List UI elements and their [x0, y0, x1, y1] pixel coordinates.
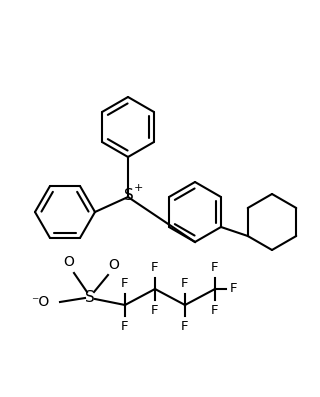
Text: S: S: [124, 189, 134, 204]
Text: F: F: [230, 283, 237, 295]
Text: O: O: [64, 255, 75, 269]
Text: F: F: [211, 261, 219, 274]
Text: F: F: [121, 277, 129, 290]
Text: F: F: [151, 304, 159, 317]
Text: F: F: [121, 320, 129, 333]
Text: ⁻O: ⁻O: [31, 295, 49, 309]
Text: O: O: [108, 258, 119, 272]
Text: F: F: [181, 320, 189, 333]
Text: F: F: [151, 261, 159, 274]
Text: F: F: [211, 304, 219, 317]
Text: F: F: [181, 277, 189, 290]
Text: +: +: [133, 183, 143, 193]
Text: S: S: [85, 289, 95, 304]
